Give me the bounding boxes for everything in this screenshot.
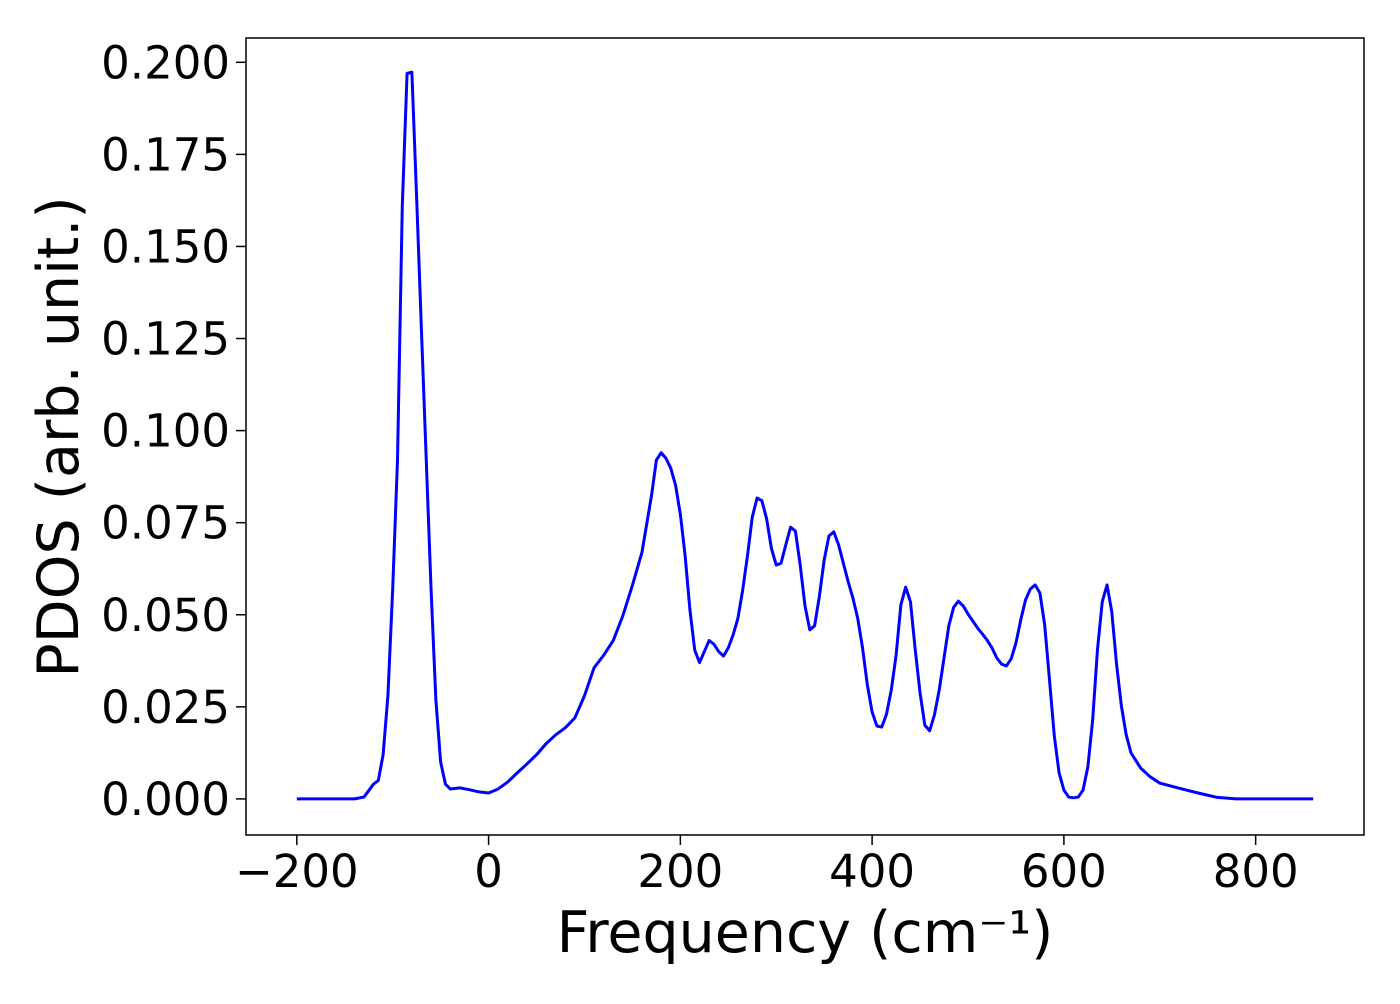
x-tick-label: 800 [1213,845,1299,898]
x-tick-label: 200 [637,845,723,898]
y-axis-label: PDOS (arb. unit.) [26,196,92,677]
x-axis-label: Frequency (cm⁻¹) [557,900,1054,966]
data-line [296,70,1314,801]
x-tick-label: 600 [1021,845,1107,898]
y-tick-label: 0.125 [101,313,230,366]
y-tick-label: 0.075 [101,497,230,550]
y-tick-label: 0.050 [101,589,230,642]
y-tick-label: 0.100 [101,405,230,458]
y-tick-label: 0.000 [101,773,230,826]
x-tick-label: 400 [829,845,915,898]
plot-frame [245,37,1365,836]
x-tick-label: 0 [474,845,503,898]
y-tick-label: 0.200 [101,36,230,89]
y-tick-label: 0.150 [101,220,230,273]
y-tick-label: 0.025 [101,681,230,734]
x-tick-label: −200 [235,845,359,898]
y-tick-label: 0.175 [101,128,230,181]
